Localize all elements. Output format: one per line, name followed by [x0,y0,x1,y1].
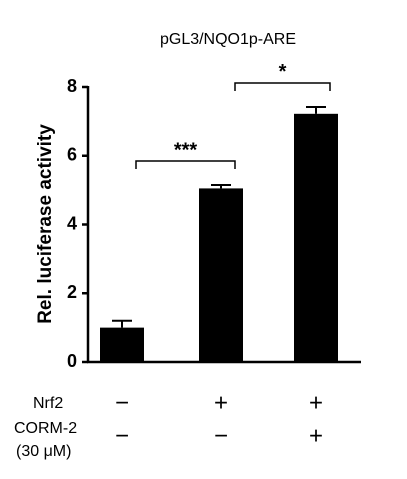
significance-bracket [135,160,236,169]
condition-sign: − [115,389,129,416]
y-tick-label: 4 [67,213,77,233]
condition-label: Nrf2 [33,395,63,412]
bar [199,188,243,362]
significance-label: *** [174,139,198,161]
significance-label: * [279,61,287,83]
condition-sign: + [214,389,228,416]
bar [294,113,338,362]
condition-sign: + [309,389,323,416]
condition-label: (30 μM) [16,443,71,460]
bar [100,327,144,362]
y-tick-label: 6 [67,145,77,165]
condition-sign: − [214,422,228,449]
condition-label: CORM-2 [14,420,77,437]
y-axis-label: Rel. luciferase activity [35,124,56,324]
y-tick-label: 0 [67,351,77,371]
y-tick-label: 2 [67,282,77,302]
chart-title: pGL3/NQO1p-ARE [160,31,296,48]
y-tick-label: 8 [67,76,77,96]
significance-bracket [234,82,331,91]
condition-sign: + [309,422,323,449]
condition-sign: − [115,422,129,449]
